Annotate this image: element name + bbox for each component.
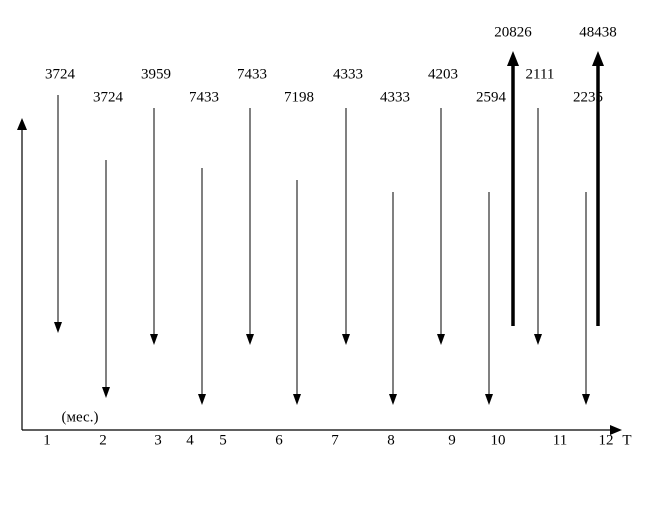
axis-unit: (мес.): [62, 409, 99, 425]
inflow-arrowhead: [592, 51, 604, 66]
outflow-label: 3959: [141, 66, 171, 82]
outflow-arrowhead: [534, 334, 542, 345]
time-axis-arrowhead: [610, 425, 622, 435]
outflow-arrowhead: [389, 394, 397, 405]
outflow-label: 4333: [380, 89, 410, 105]
outflow-arrowhead: [342, 334, 350, 345]
outflow-arrowhead: [54, 322, 62, 333]
outflow-label: 4333: [333, 66, 363, 82]
outflow-label: 2111: [526, 66, 555, 82]
outflow-arrowhead: [485, 394, 493, 405]
outflow-label: 2594: [476, 89, 507, 105]
outflow-arrowhead: [198, 394, 206, 405]
tick-label: 10: [491, 432, 506, 448]
inflow-arrowhead: [507, 51, 519, 66]
inflow-label: 20826: [494, 24, 532, 40]
vertical-axis-arrowhead: [17, 118, 27, 130]
tick-label: 11: [553, 432, 567, 448]
tick-label: 3: [154, 432, 162, 448]
inflow-label: 48438: [579, 24, 617, 40]
outflow-label: 2235: [573, 89, 603, 105]
outflow-label: 3724: [45, 66, 76, 82]
outflow-label: 7198: [284, 89, 314, 105]
axis-label: T: [622, 432, 631, 448]
tick-label: 6: [275, 432, 283, 448]
tick-label: 4: [186, 432, 194, 448]
tick-label: 12: [599, 432, 614, 448]
outflow-label: 7433: [189, 89, 219, 105]
outflow-label: 7433: [237, 66, 267, 82]
tick-label: 1: [43, 432, 51, 448]
outflow-label: 4203: [428, 66, 458, 82]
outflow-arrowhead: [246, 334, 254, 345]
tick-label: 2: [99, 432, 107, 448]
outflow-arrowhead: [437, 334, 445, 345]
tick-label: 9: [448, 432, 456, 448]
outflow-arrowhead: [150, 334, 158, 345]
tick-label: 7: [331, 432, 339, 448]
outflow-arrowhead: [102, 387, 110, 398]
outflow-arrowhead: [582, 394, 590, 405]
outflow-arrowhead: [293, 394, 301, 405]
tick-label: 5: [219, 432, 227, 448]
outflow-label: 3724: [93, 89, 124, 105]
tick-label: 8: [387, 432, 395, 448]
